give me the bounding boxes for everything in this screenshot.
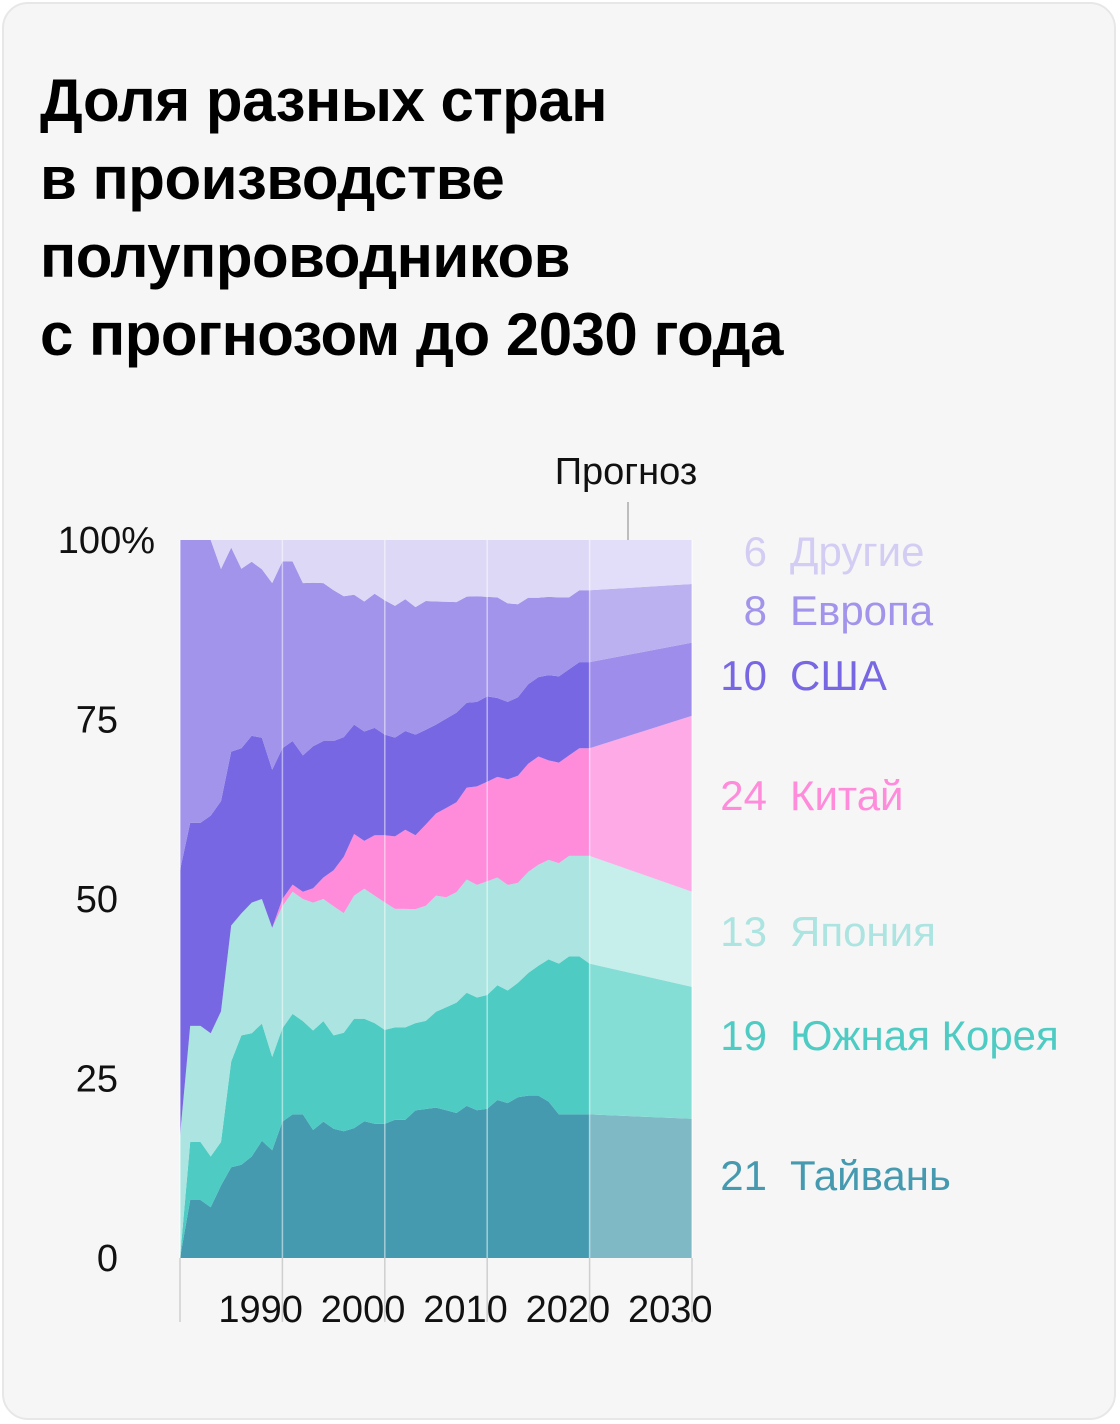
x-tick-label: 2000 <box>321 1289 406 1331</box>
y-tick-label: 50 <box>76 879 118 921</box>
area-forecast-series-2 <box>589 855 692 987</box>
series-name-label: США <box>790 652 887 699</box>
title-line: в производстве <box>40 145 505 212</box>
area-layers <box>180 540 692 1258</box>
x-axis: 1990 2000 2010 2020 2030 <box>179 1258 713 1331</box>
grid-lines <box>179 540 693 1322</box>
series-name-label: Китай <box>790 772 904 819</box>
x-tick-label: 1990 <box>218 1289 303 1331</box>
series-name-label: Тайвань <box>790 1152 951 1199</box>
series-name-label: Япония <box>790 908 936 955</box>
series-value-label: 10 <box>720 652 767 699</box>
series-value-label: 8 <box>744 587 767 634</box>
series-value-label: 21 <box>720 1152 767 1199</box>
x-tick-label: 2010 <box>423 1289 508 1331</box>
area-forecast-series-5 <box>589 584 692 663</box>
series-labels: 21 Тайвань 19 Южная Корея 13 Япония 24 Китай 10 С… <box>720 528 1059 1199</box>
forecast-marker: Прогноз <box>555 451 698 540</box>
series-value-label: 13 <box>720 908 767 955</box>
series-name-label: Европа <box>790 587 934 634</box>
area-forecast-series-1 <box>589 963 692 1119</box>
forecast-label: Прогноз <box>555 451 698 493</box>
series-value-label: 19 <box>720 1012 767 1059</box>
area-forecast-series-6 <box>589 540 692 591</box>
title-line: с прогнозом до 2030 года <box>40 301 783 368</box>
y-tick-label: 75 <box>76 700 118 742</box>
x-tick-label: 2020 <box>526 1289 611 1331</box>
area-forecast-series-3 <box>589 715 692 892</box>
series-name-label: Другие <box>790 528 924 575</box>
chart-title: Доля разных стран в производстве полупро… <box>40 62 1080 374</box>
y-tick-label: 100% <box>58 520 155 562</box>
x-tick-label: 2030 <box>628 1289 713 1331</box>
title-line: Доля разных стран <box>40 67 608 134</box>
area-forecast-series-0 <box>589 1114 692 1258</box>
series-value-label: 6 <box>744 528 767 575</box>
series-value-label: 24 <box>720 772 767 819</box>
series-name-label: Южная Корея <box>790 1012 1059 1059</box>
y-axis: 0 25 50 75 100% <box>58 520 155 1280</box>
title-line: полупроводников <box>40 223 571 290</box>
y-tick-label: 25 <box>76 1059 118 1101</box>
area-forecast-series-4 <box>589 642 692 749</box>
y-tick-label: 0 <box>97 1238 118 1280</box>
